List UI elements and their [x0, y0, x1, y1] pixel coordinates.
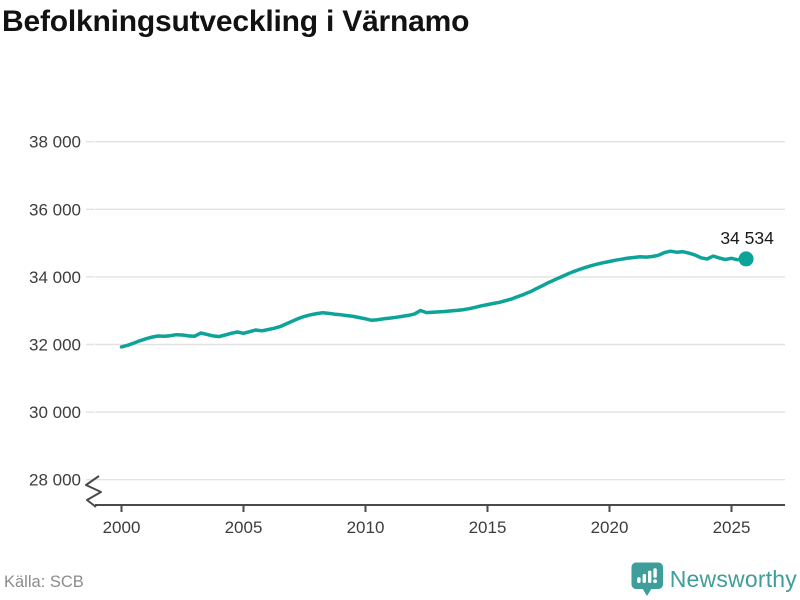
population-line-chart: 28 000 30 000 32 000 34 000 36 000 38 000 2000…: [29, 133, 785, 537]
logo-bar-chart-glyph: [636, 568, 657, 584]
logo-speech-bubble: [631, 562, 663, 596]
y-tick-label: 34 000: [29, 268, 81, 287]
end-point: [738, 251, 754, 267]
x-tick-label: 2015: [469, 518, 507, 537]
source-label: Källa: SCB: [4, 573, 84, 591]
y-tick-label: 38 000: [29, 133, 81, 152]
x-tick-label: 2005: [225, 518, 263, 537]
y-tick-label: 28 000: [29, 471, 81, 490]
x-tick-label: 2000: [103, 518, 141, 537]
newsworthy-logo: Newsworthy: [630, 562, 797, 597]
y-tick-label: 36 000: [29, 200, 81, 219]
data-line: [119, 249, 748, 349]
x-tick-label: 2020: [591, 518, 629, 537]
newsworthy-logo-text: Newsworthy: [669, 566, 797, 592]
x-tick-label: 2010: [347, 518, 385, 537]
end-value-label: 34 534: [720, 228, 774, 248]
axis-break-icon: [85, 475, 102, 508]
chart-title: Befolkningsutveckling i Värnamo: [2, 5, 470, 38]
x-tick-label: 2025: [713, 518, 751, 537]
newsworthy-logo-icon: [631, 562, 663, 596]
y-tick-label: 30 000: [29, 403, 81, 422]
y-tick-label: 32 000: [29, 336, 81, 355]
